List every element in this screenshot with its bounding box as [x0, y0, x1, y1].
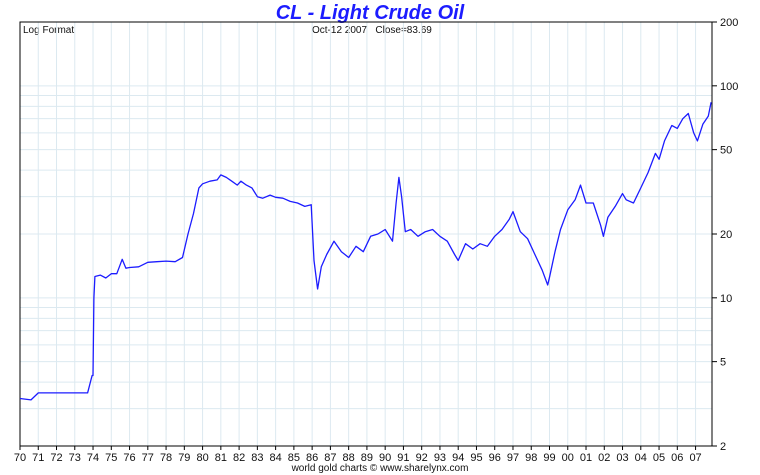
x-tick-label: 90 — [379, 452, 391, 464]
y-tick-label: 20 — [720, 229, 732, 241]
x-tick-label: 72 — [50, 452, 62, 464]
x-tick-label: 93 — [434, 452, 446, 464]
grid-lines — [20, 22, 712, 446]
x-tick-label: 71 — [32, 452, 44, 464]
x-tick-label: 77 — [142, 452, 154, 464]
x-tick-label: 85 — [288, 452, 300, 464]
x-tick-label: 03 — [616, 452, 628, 464]
x-tick-label: 75 — [105, 452, 117, 464]
x-tick-label: 06 — [671, 452, 683, 464]
x-tick-label: 82 — [233, 452, 245, 464]
chart-title: CL - Light Crude Oil — [275, 2, 465, 24]
x-tick-label: 01 — [580, 452, 592, 464]
y-tick-label: 10 — [720, 293, 732, 305]
x-tick-label: 92 — [416, 452, 428, 464]
x-tick-label: 96 — [489, 452, 501, 464]
y-tick-label: 2 — [720, 441, 726, 453]
x-tick-label: 88 — [343, 452, 355, 464]
x-tick-label: 78 — [160, 452, 172, 464]
x-tick-label: 02 — [598, 452, 610, 464]
x-tick-label: 07 — [689, 452, 701, 464]
y-tick-label: 5 — [720, 357, 726, 369]
chart-credit: world gold charts © www.sharelynx.com — [291, 463, 469, 474]
y-tick-label: 200 — [720, 17, 738, 29]
x-tick-label: 99 — [543, 452, 555, 464]
x-tick-label: 95 — [470, 452, 482, 464]
quote-date: Oct-12 2007 — [312, 25, 368, 36]
x-tick-label: 84 — [269, 452, 281, 464]
price-line — [19, 102, 712, 401]
x-tick-label: 73 — [69, 452, 81, 464]
y-tick-label: 50 — [720, 145, 732, 157]
y-axis: 2 5 10 20 50 100 200 — [712, 17, 738, 453]
x-tick-label: 97 — [507, 452, 519, 464]
y-tick-label: 100 — [720, 81, 738, 93]
x-axis: 70 71 72 73 74 75 76 77 78 79 80 81 82 83 84 85 86 87 88 89… — [14, 446, 702, 464]
x-tick-label: 70 — [14, 452, 26, 464]
x-tick-label: 81 — [215, 452, 227, 464]
x-tick-label: 79 — [178, 452, 190, 464]
x-tick-label: 00 — [562, 452, 574, 464]
x-tick-label: 80 — [196, 452, 208, 464]
x-tick-label: 04 — [635, 452, 647, 464]
x-tick-label: 86 — [306, 452, 318, 464]
x-tick-label: 91 — [397, 452, 409, 464]
x-tick-label: 76 — [123, 452, 135, 464]
x-tick-label: 89 — [361, 452, 373, 464]
x-tick-label: 83 — [251, 452, 263, 464]
x-tick-label: 74 — [87, 452, 99, 464]
x-tick-label: 87 — [324, 452, 336, 464]
x-tick-label: 94 — [452, 452, 464, 464]
x-tick-label: 98 — [525, 452, 537, 464]
x-tick-label: 05 — [653, 452, 665, 464]
scale-mode-label: Log Format — [23, 25, 75, 36]
